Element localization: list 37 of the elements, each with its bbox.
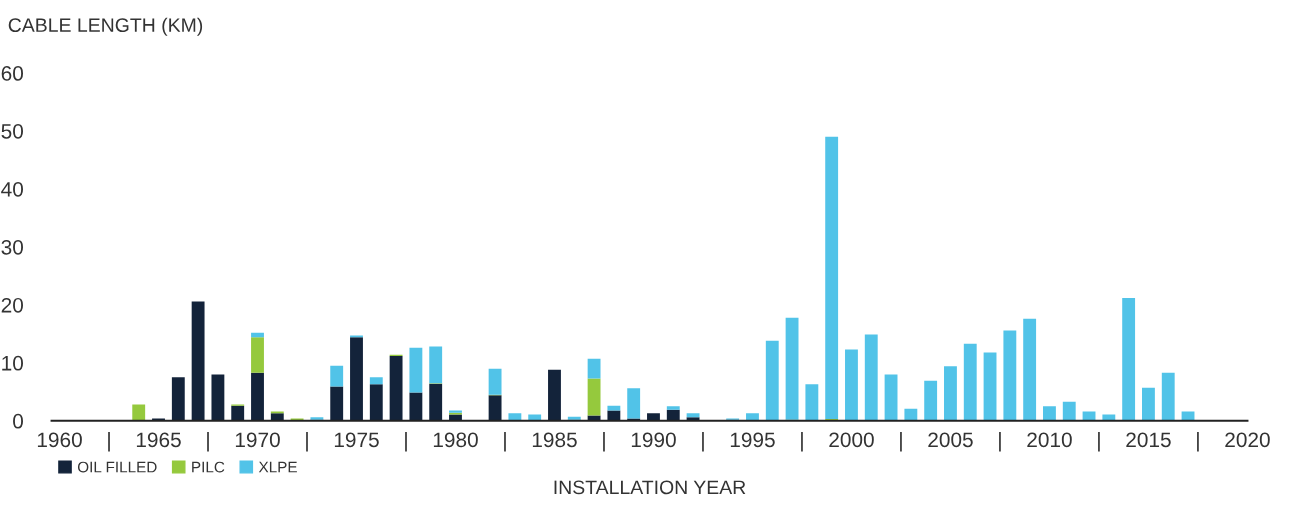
y-tick-label: 0 [13, 413, 24, 429]
x-tick-label: | [1197, 431, 1199, 452]
x-tick-label: 2015 [1126, 432, 1171, 448]
y-tick-label: 40 [1, 181, 24, 197]
x-axis-title: INSTALLATION YEAR [554, 480, 746, 495]
x-tick-label: 2010 [1027, 432, 1072, 448]
legend-label: OIL FILLED [77, 461, 157, 473]
x-tick-label: 1965 [136, 432, 181, 448]
x-tick-label: 1990 [631, 432, 676, 448]
y-tick-label: 30 [1, 239, 24, 255]
x-tick-label: 1975 [334, 432, 379, 448]
x-tick-label: | [801, 431, 803, 452]
x-tick-label: 1960 [37, 432, 82, 448]
y-tick-label: 20 [1, 297, 24, 313]
y-tick-label: 60 [1, 66, 24, 81]
x-tick-label: | [702, 431, 704, 452]
x-tick-label: 1995 [730, 432, 775, 448]
x-tick-label: | [108, 431, 110, 452]
x-tick-label: | [207, 431, 209, 452]
y-tick-label: 50 [1, 123, 24, 139]
x-tick-label: | [306, 431, 308, 452]
y-axis-title: CABLE LENGTH (KM) [8, 17, 203, 36]
x-tick-label: 2020 [1225, 432, 1270, 448]
x-tick-label: 2005 [928, 432, 973, 448]
x-tick-label: 1980 [433, 432, 478, 448]
x-tick-label: 1970 [235, 432, 280, 448]
x-tick-label: 2000 [829, 432, 874, 448]
x-tick-label: | [504, 431, 506, 452]
legend-label: PILC [192, 461, 225, 473]
x-tick-label: | [603, 431, 605, 452]
x-tick-label: | [999, 431, 1001, 452]
x-tick-label: | [405, 431, 407, 452]
x-tick-label: | [900, 431, 902, 452]
legend-label: XLPE [258, 461, 297, 473]
y-tick-label: 10 [2, 355, 24, 371]
x-tick-label: 1985 [532, 432, 577, 448]
x-tick-label: | [1098, 431, 1100, 452]
